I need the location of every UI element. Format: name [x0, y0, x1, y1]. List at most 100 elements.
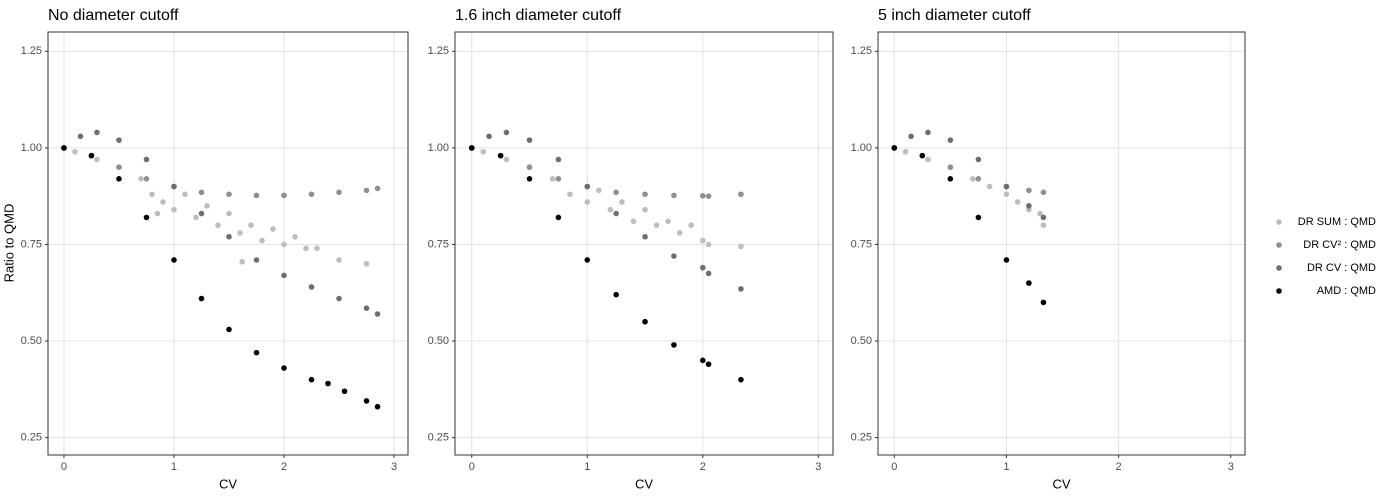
- point: [567, 191, 573, 198]
- point: [705, 270, 712, 277]
- panel-title: 1.6 inch diameter cutoff: [455, 7, 622, 24]
- x-tick-label: 3: [1228, 461, 1234, 473]
- point: [237, 230, 243, 236]
- y-tick-label: 1.00: [851, 142, 872, 154]
- point: [226, 210, 232, 217]
- point: [61, 145, 67, 151]
- x-tick-label: 2: [1116, 461, 1122, 473]
- point: [555, 156, 562, 163]
- point: [925, 156, 931, 163]
- point: [239, 259, 245, 265]
- point: [281, 192, 287, 199]
- point: [1040, 214, 1047, 221]
- point: [671, 253, 677, 259]
- point: [1026, 280, 1032, 286]
- x-tick-label: 0: [891, 461, 897, 473]
- point: [204, 203, 210, 209]
- point: [738, 286, 744, 292]
- point: [336, 189, 342, 196]
- point: [171, 257, 177, 263]
- point: [665, 218, 671, 225]
- x-axis-label: CV: [635, 476, 653, 491]
- point: [1026, 206, 1032, 213]
- point: [374, 311, 381, 317]
- point: [198, 189, 205, 196]
- x-axis-label: CV: [1052, 476, 1070, 491]
- point: [341, 388, 348, 395]
- point: [688, 222, 695, 228]
- point: [363, 398, 370, 404]
- point: [281, 272, 287, 279]
- point: [700, 237, 706, 244]
- legend-label: DR CV² : QMD: [1303, 239, 1376, 251]
- point: [1040, 299, 1047, 306]
- point: [160, 199, 166, 205]
- point: [676, 230, 683, 236]
- point: [947, 137, 954, 143]
- point: [642, 206, 648, 213]
- y-tick-label: 0.50: [428, 335, 449, 347]
- plot-border: [47, 31, 409, 456]
- point: [549, 175, 556, 182]
- point: [1026, 187, 1032, 194]
- point: [607, 206, 614, 213]
- point: [503, 156, 510, 163]
- point: [215, 222, 221, 228]
- point: [503, 129, 510, 136]
- plot-border: [454, 31, 834, 456]
- x-tick-label: 1: [1003, 461, 1009, 473]
- point: [653, 222, 660, 228]
- y-tick-label: 0.50: [851, 335, 872, 347]
- x-tick-label: 0: [469, 461, 475, 473]
- point: [947, 164, 954, 171]
- point: [1014, 199, 1021, 205]
- point: [480, 148, 487, 155]
- point: [526, 137, 533, 143]
- point: [143, 175, 150, 182]
- point: [374, 403, 381, 410]
- x-tick-label: 2: [281, 461, 287, 473]
- point: [1003, 191, 1010, 198]
- y-tick-label: 1.25: [851, 45, 872, 57]
- point: [374, 185, 381, 192]
- point: [253, 349, 260, 356]
- point: [308, 191, 315, 198]
- x-tick-label: 3: [391, 461, 397, 473]
- legend-label: DR CV : QMD: [1307, 262, 1376, 274]
- point: [526, 164, 533, 171]
- point: [308, 376, 315, 383]
- point: [738, 376, 744, 383]
- point: [738, 243, 744, 250]
- y-tick-label: 0.75: [428, 238, 449, 250]
- panel-title: 5 inch diameter cutoff: [878, 7, 1031, 24]
- plot-border: [877, 31, 1246, 456]
- y-tick-label: 1.00: [21, 142, 42, 154]
- point: [193, 214, 199, 221]
- point: [700, 264, 706, 271]
- point: [171, 206, 177, 213]
- y-tick-label: 1.25: [428, 45, 449, 57]
- point: [613, 189, 619, 196]
- point: [486, 133, 492, 140]
- x-tick-label: 2: [700, 461, 706, 473]
- point: [270, 226, 276, 232]
- point: [919, 152, 926, 159]
- point: [630, 218, 637, 225]
- point: [94, 156, 100, 163]
- point: [314, 245, 320, 252]
- legend-key: [1276, 219, 1282, 225]
- panel-title: No diameter cutoff: [48, 7, 179, 24]
- y-tick-label: 0.75: [851, 238, 872, 250]
- point: [363, 260, 370, 267]
- point: [1026, 203, 1032, 209]
- point: [642, 191, 648, 198]
- point: [526, 175, 533, 182]
- point: [596, 187, 602, 194]
- point: [292, 233, 298, 240]
- point: [908, 133, 914, 140]
- point: [143, 156, 150, 163]
- point: [116, 164, 122, 171]
- y-tick-label: 0.25: [428, 432, 449, 444]
- y-tick-label: 0.50: [21, 335, 42, 347]
